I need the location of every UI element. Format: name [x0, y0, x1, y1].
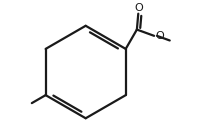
Text: O: O — [134, 3, 143, 13]
Text: O: O — [155, 31, 164, 41]
